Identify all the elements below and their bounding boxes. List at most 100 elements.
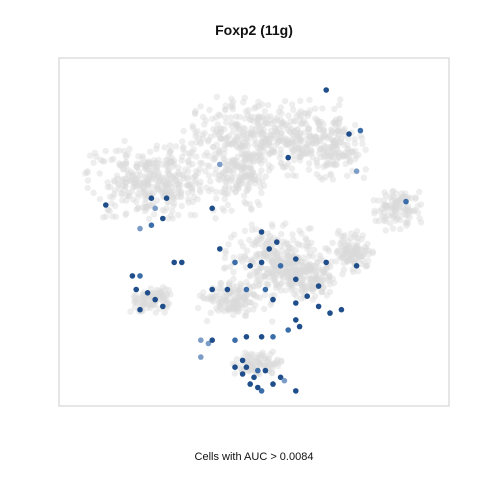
background-cell-point [279, 273, 287, 281]
background-cell-point [325, 275, 332, 282]
background-cell-point [343, 245, 351, 252]
background-cell-point [295, 153, 303, 161]
background-cell-point [155, 185, 162, 193]
background-cell-point [292, 172, 300, 180]
background-cell-point [251, 356, 258, 364]
background-cell-point [297, 269, 305, 276]
background-cell-point [109, 193, 117, 201]
background-cell-point [255, 157, 262, 165]
background-cell-point [220, 307, 228, 315]
background-cell-point [298, 285, 306, 292]
background-cell-point [285, 246, 293, 253]
background-cell-point [371, 207, 378, 214]
background-cell-point [353, 228, 361, 235]
background-cell-point [129, 184, 137, 191]
background-cell-point [284, 268, 291, 275]
background-cell-point [282, 220, 289, 227]
background-cell-point [122, 153, 130, 161]
background-cell-point [319, 105, 326, 112]
background-cell-point [312, 272, 319, 280]
background-cell-point [165, 153, 172, 160]
background-cell-point [333, 116, 340, 123]
background-cell-point [236, 113, 243, 121]
background-cell-point [402, 194, 409, 201]
background-cell-point [345, 149, 352, 157]
background-cell-point [189, 198, 196, 206]
background-cell-point [279, 222, 287, 229]
background-cell-point [144, 182, 151, 189]
background-cell-point [221, 149, 228, 157]
background-cell-point [240, 192, 248, 199]
background-cell-point [235, 125, 242, 133]
background-cell-point [234, 298, 242, 305]
background-cell-point [318, 145, 325, 152]
background-cell-point [298, 150, 306, 157]
background-cell-point [111, 187, 119, 194]
background-cell-point [221, 170, 228, 177]
background-cell-point [306, 250, 314, 257]
background-cell-point [144, 177, 151, 184]
background-cell-point [351, 248, 358, 255]
background-cell-point [343, 258, 351, 265]
background-cell-point [355, 253, 362, 260]
background-cell-point [167, 158, 174, 166]
background-cell-point [231, 160, 238, 167]
background-cell-point [137, 179, 145, 187]
background-cell-point [287, 278, 294, 285]
background-cell-point [196, 292, 204, 299]
background-cell-point [243, 147, 251, 154]
background-cell-point [292, 287, 300, 294]
background-cell-point [315, 264, 322, 271]
background-cell-point [226, 305, 233, 312]
highlighted-cell-point [152, 205, 158, 212]
background-cell-point [297, 120, 304, 127]
background-cell-point [286, 268, 293, 275]
background-cell-point [363, 245, 370, 252]
background-cell-point [256, 250, 263, 258]
background-cell-point [244, 152, 251, 160]
background-cell-point [313, 156, 320, 164]
background-cell-point [205, 188, 213, 195]
background-cell-point [359, 252, 366, 260]
background-cell-point [403, 218, 411, 225]
background-cell-point [228, 163, 235, 170]
background-cell-point [274, 253, 281, 261]
background-cell-point [259, 177, 266, 184]
background-cell-point [216, 292, 224, 299]
background-cell-point [404, 203, 412, 210]
background-cell-point [298, 146, 306, 153]
background-cell-point [196, 165, 203, 173]
background-cell-point [230, 303, 237, 311]
background-cell-point [402, 206, 409, 213]
background-cell-point [232, 296, 239, 303]
highlighted-cell-point [163, 195, 170, 201]
background-cell-point [231, 370, 239, 377]
background-cell-point [311, 246, 318, 254]
background-cell-point [138, 182, 145, 190]
background-cell-point [177, 182, 184, 189]
background-cell-point [223, 297, 230, 305]
background-cell-point [297, 137, 304, 144]
background-cell-point [273, 270, 281, 277]
background-cell-point [123, 210, 130, 217]
background-cell-point [392, 207, 399, 214]
background-cell-point [254, 131, 262, 138]
background-cell-point [277, 104, 285, 111]
background-cell-point [344, 248, 351, 256]
highlighted-cell-point [258, 259, 265, 266]
background-cell-point [225, 281, 233, 288]
highlighted-cell-point [277, 263, 284, 269]
background-cell-point [326, 273, 333, 281]
background-cell-point [213, 305, 220, 312]
background-cell-point [250, 283, 257, 290]
background-cell-point [265, 151, 273, 158]
background-cell-point [324, 149, 331, 156]
background-cell-point [334, 230, 341, 237]
background-cell-point [268, 257, 276, 265]
background-cell-point [229, 106, 237, 113]
background-cell-point [295, 149, 303, 156]
background-cell-point [257, 362, 264, 369]
background-cell-point [284, 141, 292, 149]
background-cell-point [270, 131, 277, 138]
background-cell-point [297, 282, 305, 289]
